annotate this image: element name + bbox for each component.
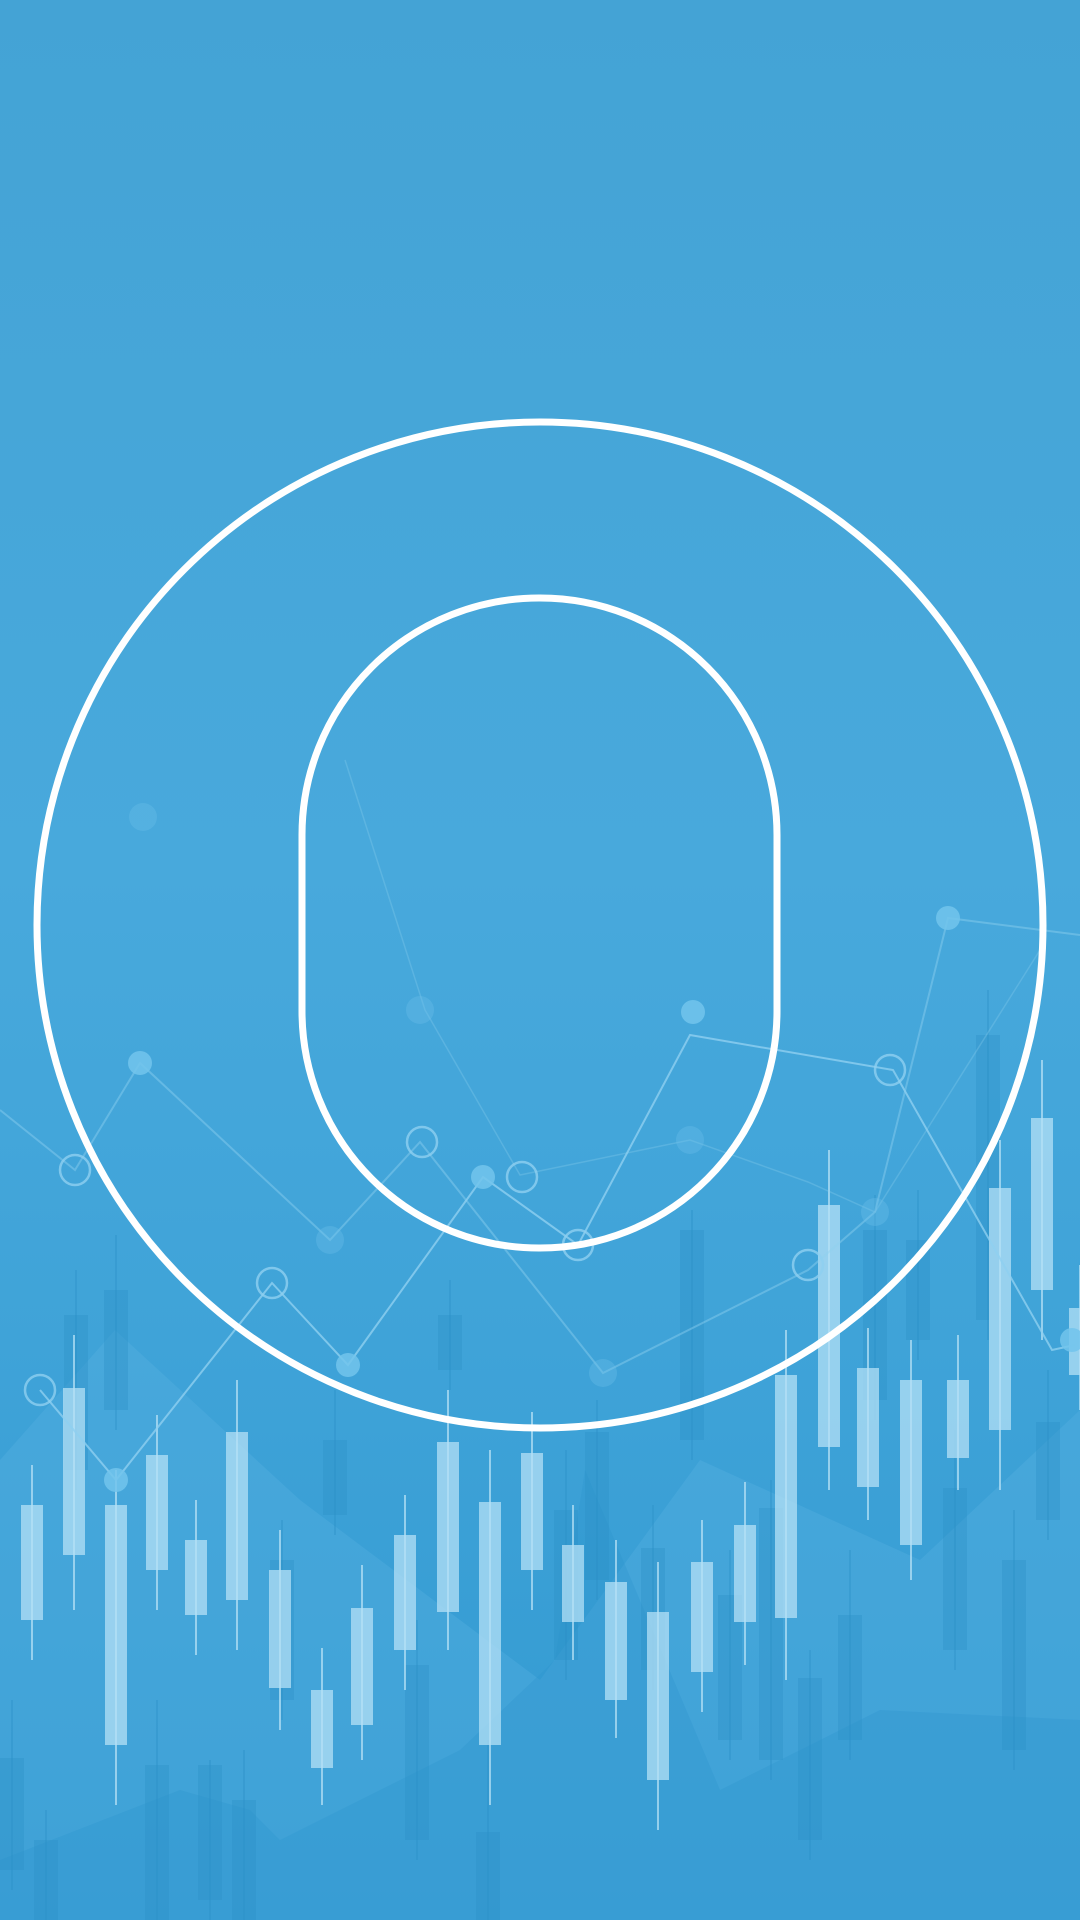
trend-marker-ring <box>873 1053 907 1087</box>
candle-body <box>479 1502 501 1745</box>
outer-ring-icon <box>33 418 1047 1432</box>
trend-marker-faint <box>861 1198 889 1226</box>
trend-marker-faint <box>129 803 157 831</box>
trend-line-back <box>0 916 1080 1375</box>
trend-marker-faint <box>676 1126 704 1154</box>
trend-marker-dot <box>471 1165 495 1189</box>
candlestick-series-light <box>21 1060 1080 1830</box>
candle-body <box>947 1380 969 1458</box>
trend-marker-faint <box>589 1359 617 1387</box>
candle-body-faint <box>476 1832 500 1920</box>
candle-body-faint <box>943 1488 967 1650</box>
candle-body <box>857 1368 879 1487</box>
candle-body <box>63 1388 85 1555</box>
candle-body <box>605 1582 627 1700</box>
candle-body-faint <box>232 1800 256 1920</box>
trend-lines <box>0 759 1080 1492</box>
trend-marker-faint <box>316 1226 344 1254</box>
candle-body <box>521 1453 543 1570</box>
trend-marker-ring <box>505 1160 539 1194</box>
candle-body-faint <box>34 1840 58 1920</box>
trend-marker-faint <box>406 996 434 1024</box>
candle-body <box>647 1612 669 1780</box>
candle-body <box>311 1690 333 1768</box>
candle-body <box>437 1442 459 1612</box>
background-area-bottom <box>0 1470 1080 1920</box>
candle-body-faint <box>323 1440 347 1515</box>
candle-body <box>146 1455 168 1570</box>
candle-body-faint <box>104 1290 128 1410</box>
candle-body-faint <box>0 1758 24 1870</box>
candle-body <box>394 1535 416 1650</box>
trend-marker-dot <box>104 1468 128 1492</box>
candle-body <box>226 1432 248 1600</box>
inner-capsule-icon <box>298 594 781 1252</box>
trend-marker-ring <box>23 1373 57 1407</box>
candle-body <box>775 1375 797 1618</box>
candle-body <box>1031 1118 1053 1290</box>
candle-body-faint <box>145 1765 169 1920</box>
trend-line-faint <box>344 759 1041 1213</box>
candle-body-faint <box>438 1315 462 1370</box>
candle-body <box>900 1380 922 1545</box>
candle-body-faint <box>198 1765 222 1900</box>
candle-body <box>21 1505 43 1620</box>
trend-marker-ring <box>791 1248 825 1282</box>
trend-marker-ring <box>405 1125 439 1159</box>
candle-body <box>185 1540 207 1615</box>
candle-body-faint <box>798 1678 822 1840</box>
trend-line-front <box>39 1033 1076 1482</box>
trend-marker-dot <box>1060 1328 1080 1352</box>
candle-body <box>734 1525 756 1622</box>
candle-body-faint <box>405 1665 429 1840</box>
candle-body <box>691 1562 713 1672</box>
trend-marker-dot <box>336 1353 360 1377</box>
candle-body <box>562 1545 584 1622</box>
candle-body <box>351 1608 373 1725</box>
candle-body-faint <box>838 1615 862 1740</box>
candle-body <box>269 1570 291 1688</box>
candle-body <box>105 1505 127 1745</box>
background-area-left <box>0 1330 1080 1920</box>
trend-marker-ring <box>58 1153 92 1187</box>
trend-marker-dot <box>681 1000 705 1024</box>
candle-body-faint <box>1036 1422 1060 1520</box>
trend-marker-dot <box>936 906 960 930</box>
candle-body-faint <box>585 1432 609 1580</box>
trend-marker-ring <box>255 1266 289 1300</box>
candle-body-faint <box>1002 1560 1026 1750</box>
trend-marker-dot <box>128 1051 152 1075</box>
